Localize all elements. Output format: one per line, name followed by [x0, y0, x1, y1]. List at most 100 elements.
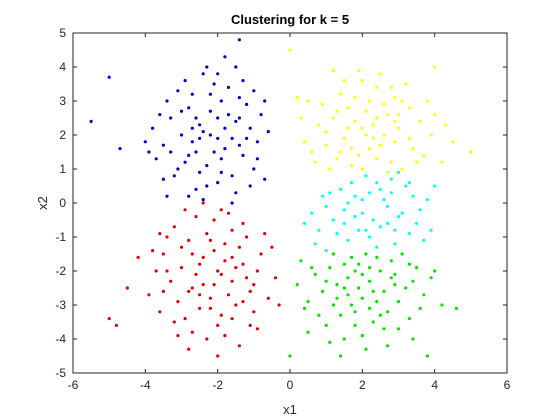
data-point: [375, 116, 379, 120]
data-point: [317, 123, 321, 127]
data-point: [245, 235, 249, 239]
data-point: [407, 106, 411, 110]
data-point: [469, 150, 473, 154]
data-point: [353, 119, 357, 123]
data-point: [313, 272, 317, 276]
data-point: [331, 68, 335, 72]
data-point: [443, 123, 448, 127]
y-tick-label: 1: [59, 162, 66, 176]
data-point: [393, 272, 397, 276]
data-point: [415, 221, 419, 225]
data-point: [208, 306, 212, 310]
data-point: [342, 208, 346, 212]
data-point: [306, 99, 310, 103]
x-tick-label: -6: [68, 378, 79, 392]
data-point: [187, 347, 191, 351]
data-point: [198, 306, 202, 310]
x-tick-label: 2: [359, 378, 366, 392]
data-point: [386, 344, 390, 348]
data-point: [205, 184, 209, 188]
data-point: [306, 300, 310, 304]
data-point: [331, 252, 335, 256]
data-point: [415, 266, 419, 270]
data-point: [335, 109, 339, 113]
data-point: [205, 65, 209, 69]
data-point: [353, 96, 357, 100]
data-point: [270, 245, 274, 249]
data-point: [208, 109, 212, 113]
data-point: [288, 48, 292, 52]
data-point: [241, 153, 245, 157]
data-point: [400, 211, 404, 215]
data-point: [382, 327, 386, 331]
data-point: [216, 323, 220, 327]
data-point: [252, 89, 256, 93]
data-point: [158, 310, 162, 314]
data-point: [386, 221, 390, 225]
data-point: [378, 225, 382, 229]
chart-title: Clustering for k = 5: [231, 12, 349, 27]
data-point: [310, 266, 314, 270]
x-tick-label: -2: [212, 378, 223, 392]
data-point: [349, 255, 354, 259]
data-point: [418, 306, 422, 310]
ticks-layer: -6 -4 -2 0 2 4 6 -5 -4 -3 -2 -1 0 1 2 3 4 5: [55, 26, 510, 392]
data-point: [331, 218, 335, 222]
data-point: [425, 198, 429, 202]
data-point: [151, 126, 155, 130]
cluster-3: [302, 170, 437, 253]
data-point: [331, 303, 335, 307]
data-point: [342, 136, 346, 140]
data-point: [201, 201, 205, 205]
data-point: [353, 194, 357, 198]
data-point: [208, 296, 212, 300]
data-point: [187, 194, 191, 198]
data-point: [321, 194, 325, 198]
data-point: [273, 276, 278, 280]
data-point: [248, 126, 252, 130]
data-point: [234, 119, 238, 123]
data-point: [335, 232, 339, 236]
data-point: [389, 85, 393, 89]
data-point: [360, 296, 364, 300]
data-point: [378, 72, 382, 76]
data-point: [179, 133, 184, 137]
data-point: [237, 116, 241, 120]
data-point: [317, 313, 321, 317]
data-point: [237, 245, 241, 249]
data-point: [230, 174, 234, 178]
data-point: [169, 150, 173, 154]
data-point: [295, 283, 299, 287]
data-point: [169, 116, 173, 120]
data-point: [198, 262, 202, 266]
data-point: [176, 300, 180, 304]
data-point: [371, 136, 375, 140]
data-point: [364, 347, 368, 351]
data-point: [429, 276, 433, 280]
data-point: [263, 99, 267, 103]
data-point: [219, 99, 223, 103]
data-point: [226, 211, 231, 215]
data-point: [212, 218, 216, 222]
data-point: [440, 303, 444, 307]
data-point: [230, 255, 234, 259]
data-point: [194, 272, 198, 276]
data-point: [255, 157, 259, 161]
data-point: [418, 119, 422, 123]
data-point: [299, 116, 303, 120]
data-point: [371, 123, 375, 127]
data-point: [234, 65, 238, 69]
data-point: [357, 286, 361, 290]
data-point: [418, 208, 422, 212]
data-point: [263, 177, 267, 181]
data-point: [353, 215, 357, 219]
data-point: [324, 204, 328, 208]
data-point: [190, 330, 194, 334]
data-point: [154, 269, 158, 273]
data-point: [342, 337, 346, 341]
data-point: [349, 181, 354, 185]
data-point: [389, 191, 393, 195]
data-point: [368, 279, 372, 283]
points-layer: [89, 38, 473, 358]
data-point: [411, 279, 415, 283]
